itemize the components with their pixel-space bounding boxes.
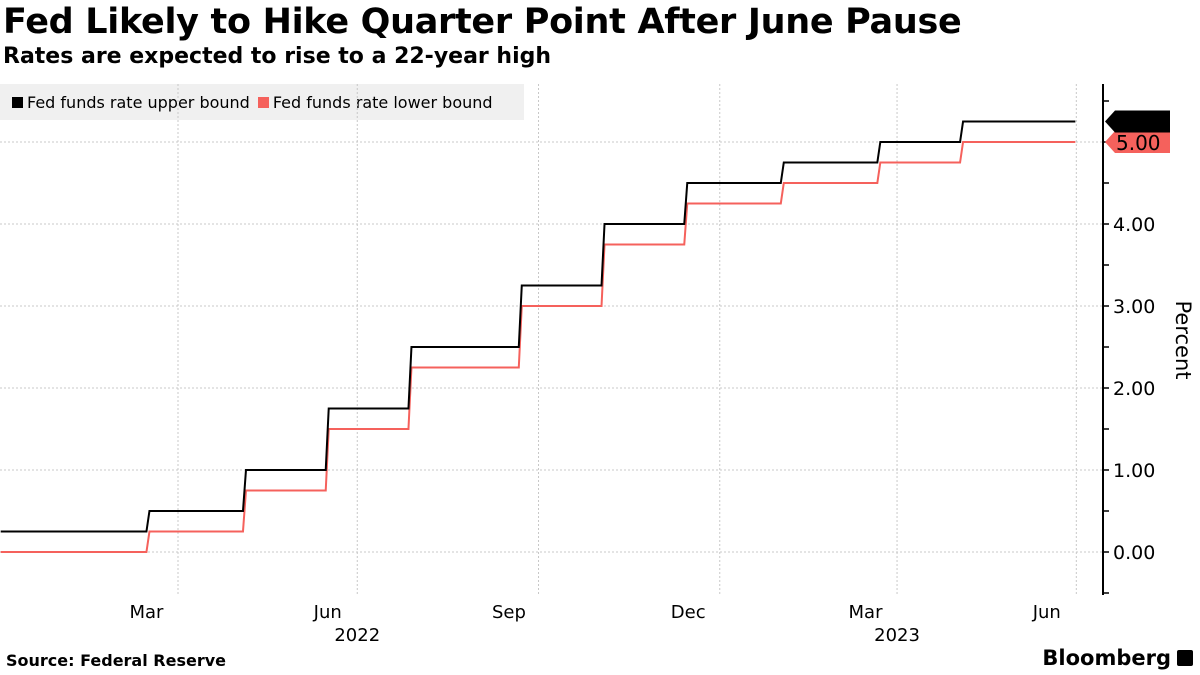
brand-name: Bloomberg (1042, 646, 1171, 670)
legend-label-lower: Fed funds rate lower bound (272, 92, 493, 112)
legend-item-lower: Fed funds rate lower bound (257, 92, 493, 112)
end-value-label-upper: 5.25 (1116, 111, 1161, 135)
end-value-tag-lower (1105, 131, 1170, 153)
source-note: Source: Federal Reserve (6, 651, 226, 670)
bloomberg-logo: Bloomberg (1042, 646, 1193, 670)
legend-item-upper: Fed funds rate upper bound (12, 93, 250, 112)
x-tick-label: Jun (1032, 602, 1061, 623)
legend-label-upper: Fed funds rate upper bound (27, 92, 250, 112)
y-axis-title: Percent (1171, 300, 1195, 379)
x-year-label: 2022 (334, 625, 380, 646)
x-tick-label: Mar (129, 602, 164, 623)
y-tick-label: 3.00 (1113, 296, 1155, 318)
x-tick-label: Mar (849, 602, 884, 623)
series-line-upper (0, 120, 1076, 533)
x-tick-label: Dec (671, 602, 706, 623)
end-value-tag-upper (1105, 110, 1170, 133)
bloomberg-logo-icon (1177, 650, 1193, 666)
y-tick-label: 2.00 (1113, 378, 1155, 400)
legend-swatch-upper (12, 96, 23, 108)
y-tick-label: 1.00 (1113, 460, 1155, 482)
chart-title: Fed Likely to Hike Quarter Point After J… (3, 2, 962, 42)
x-year-label: 2023 (874, 625, 920, 646)
x-tick-label: Jun (313, 602, 342, 623)
y-tick-label: 4.00 (1113, 214, 1155, 236)
series-line-lower (0, 141, 1076, 553)
end-value-label-lower: 5.00 (1116, 131, 1161, 155)
legend: Fed funds rate upper bound Fed funds rat… (0, 84, 524, 120)
chart-subtitle: Rates are expected to rise to a 22-year … (3, 44, 552, 69)
y-tick-label: 0.00 (1113, 542, 1155, 564)
x-tick-label: Sep (492, 602, 526, 623)
legend-swatch-lower (257, 96, 269, 108)
